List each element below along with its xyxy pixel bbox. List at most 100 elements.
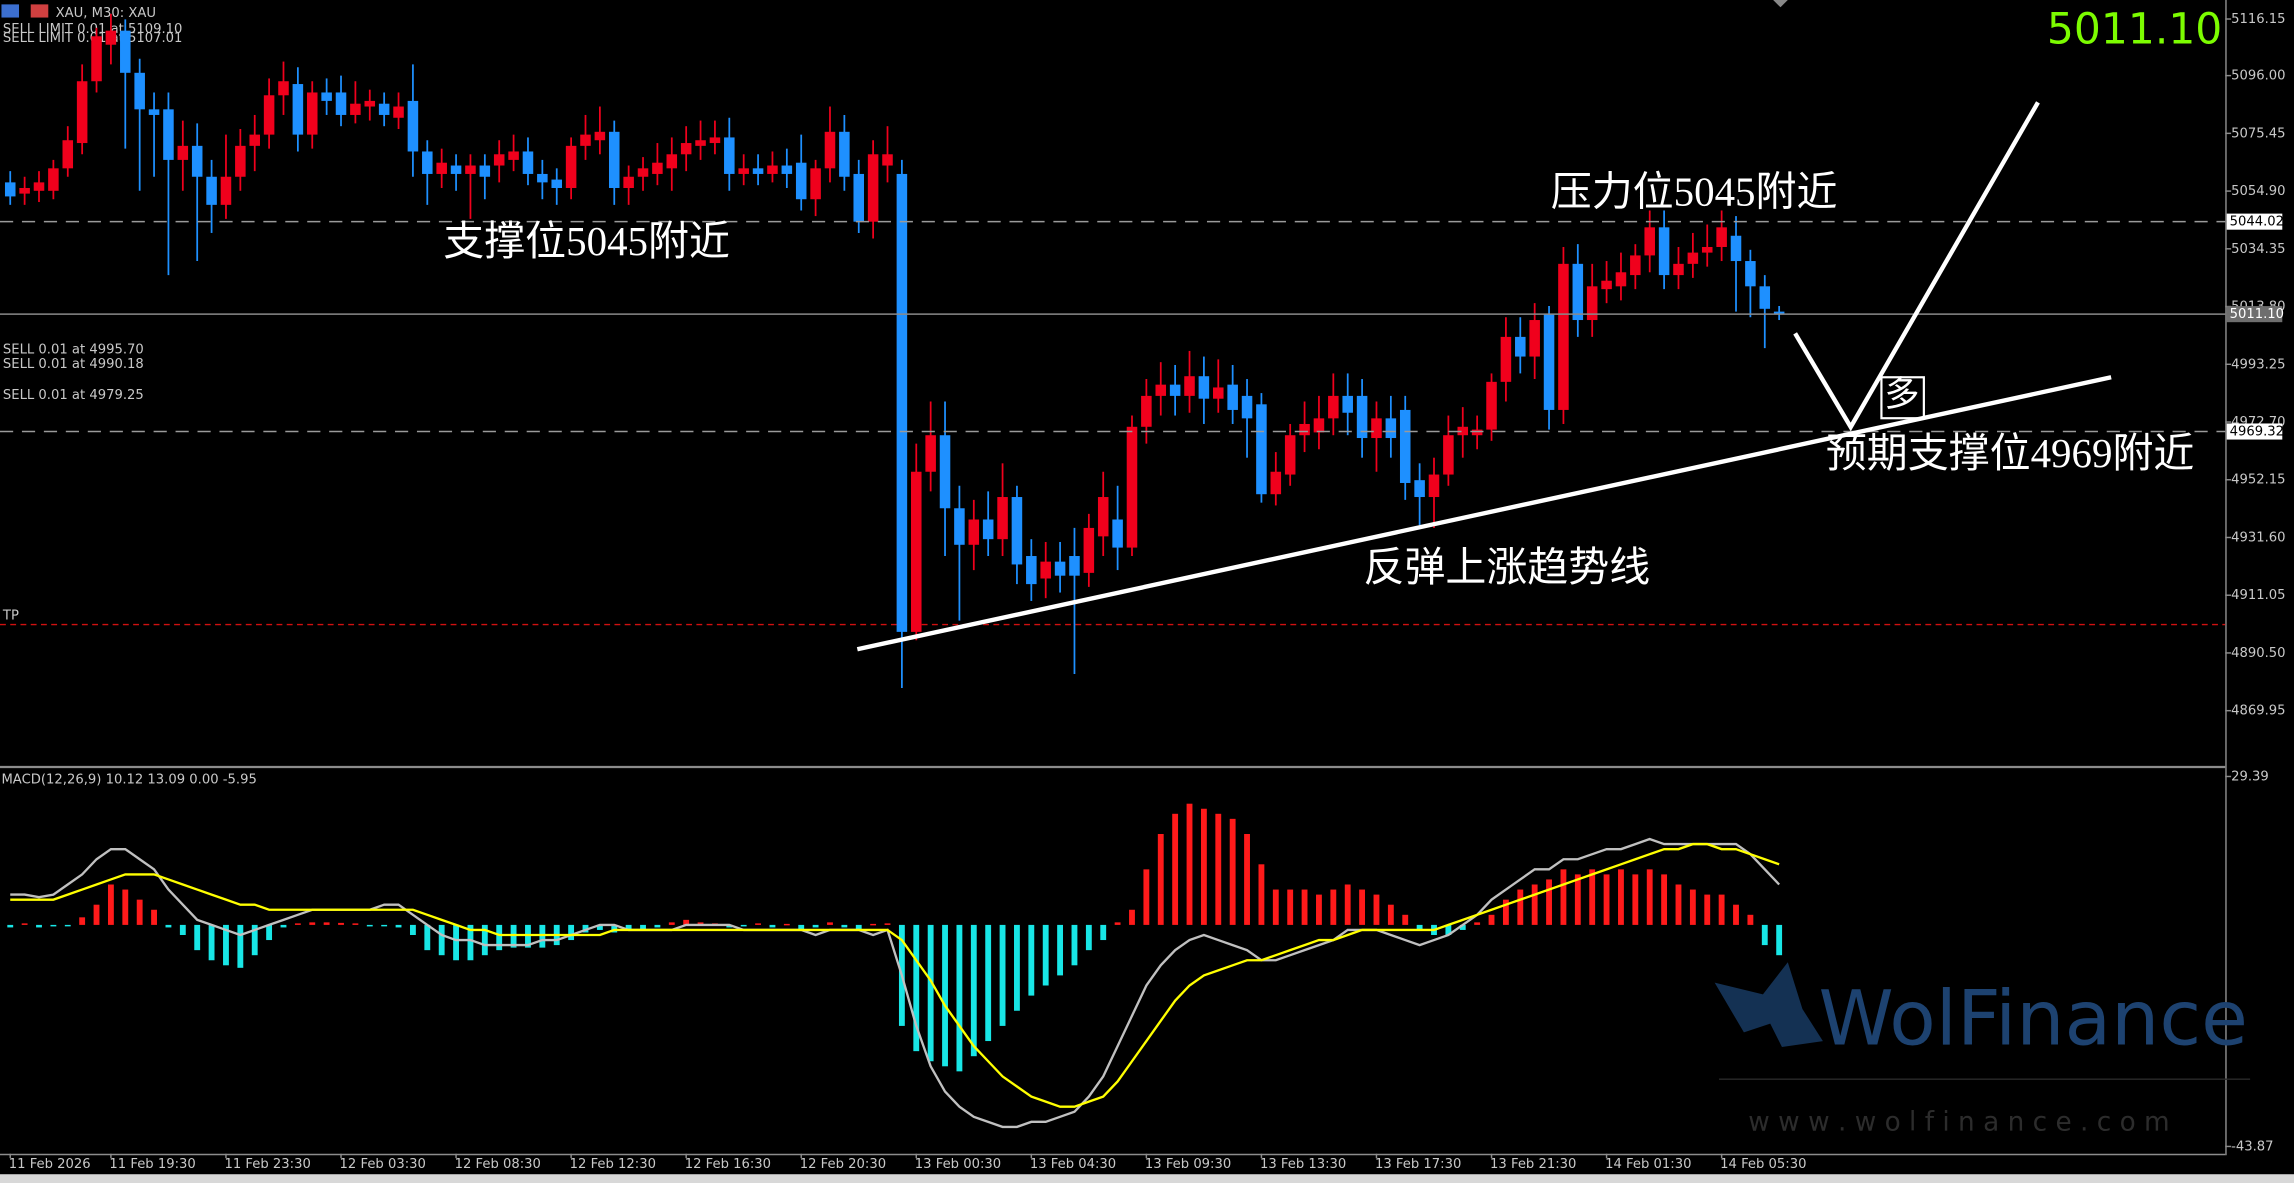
candle-body [1371,418,1382,439]
y-tick-label: 4952.15 [2231,473,2285,488]
candle-body [436,162,447,174]
candle-body [551,179,563,188]
histogram-bar [50,924,57,927]
histogram-bar [913,924,920,1052]
y-tick-label: 5096.00 [2231,69,2285,84]
histogram-bar [1129,909,1135,925]
candle-body [882,154,893,166]
candle-body [4,182,16,197]
candle-body [795,162,807,200]
candle-body [623,176,634,188]
chart-title: XAU, M30: XAU [56,6,156,21]
candle-body [1011,497,1023,565]
candle-body [738,168,749,174]
candle-body [666,154,678,169]
histogram-bar [1618,869,1624,925]
candle-body [321,92,332,101]
candle-body [1313,418,1325,433]
candle-body [1687,252,1699,264]
price-level-label: 5011.10 [2230,307,2284,322]
histogram-bar [424,924,431,951]
candle-body [422,151,433,174]
candle-body [767,165,778,174]
candle-body [1069,556,1080,576]
annotation: 支撑位5045附近 [443,219,730,264]
candle-body [1673,263,1684,276]
annotation: 反弹上涨趋势线 [1364,545,1651,590]
candle-body [134,72,145,110]
x-tick-label: 11 Feb 19:30 [109,1157,195,1172]
histogram-bar [1589,869,1596,925]
histogram-bar [1157,834,1164,925]
histogram-bar [338,922,344,925]
histogram-bar [453,924,459,961]
indicator-line [10,842,1780,1108]
price-level-label: 4969.32 [2230,425,2284,440]
candle-body [220,176,232,205]
candle-body [968,519,980,545]
candle-body [177,145,189,160]
candle-body [853,173,865,222]
y-tick-label: 5116.15 [2231,12,2285,27]
candle-body [148,109,160,115]
histogram-bar [36,924,42,928]
x-tick-label: 12 Feb 20:30 [800,1157,886,1172]
candle-body [191,145,203,177]
price-level-box [2226,213,2283,230]
histogram-bar [21,923,28,925]
y-tick-label: 5075.45 [2231,126,2285,141]
candle-body [393,106,404,118]
icon [1,4,20,18]
histogram-bar [1704,894,1711,925]
histogram-bar [1402,914,1409,925]
candle-body [709,137,721,144]
candle-body [1198,376,1210,399]
candle-body [911,471,922,632]
histogram-bar [1560,869,1567,925]
histogram-bar [999,924,1006,1026]
plot-area: 5116.155096.005075.455054.905034.355013.… [0,6,2286,1172]
histogram-bar [481,924,488,956]
candle-body [350,103,361,115]
candle-body [1500,336,1512,382]
histogram-bar [927,924,934,1062]
histogram-bar [884,923,891,925]
x-tick-label: 13 Feb 21:30 [1490,1157,1576,1172]
histogram-bar [1186,803,1193,925]
candle-body [695,140,706,146]
candle-body [997,497,1008,540]
histogram-bar [596,924,603,930]
y-tick-label: 4993.25 [2231,357,2285,372]
histogram-bar [1229,818,1236,925]
histogram-bar [1747,914,1754,925]
histogram-bar [827,922,833,925]
candle-body [62,140,74,169]
histogram-bar [409,924,416,935]
annotation-box [1880,376,1925,420]
histogram-bar [165,924,172,928]
histogram-bar [1244,834,1250,925]
histogram-bar [942,924,948,1067]
histogram-bar [179,924,186,935]
histogram-bar [1646,869,1653,925]
price-level-box [2226,306,2283,323]
candle-body [839,131,850,177]
histogram-bar [1143,869,1150,925]
histogram-bar [1387,904,1394,925]
candle-body [1529,320,1540,357]
histogram-bar [654,924,661,928]
histogram-bar [1344,884,1351,925]
x-tick-label: 11 Feb 2026 [9,1157,91,1172]
tab-strip [0,1174,2294,1183]
histogram-bar [1215,813,1222,925]
candle-body [1644,227,1655,256]
histogram-bar [496,924,503,951]
candle-body [680,143,692,155]
x-tick-label: 14 Feb 01:30 [1605,1157,1691,1172]
candle-body [1730,235,1742,262]
candle-body [594,131,606,141]
histogram-bar [136,899,143,925]
candle-body [278,81,289,96]
histogram-bar [539,924,546,948]
candle-body [76,81,88,144]
